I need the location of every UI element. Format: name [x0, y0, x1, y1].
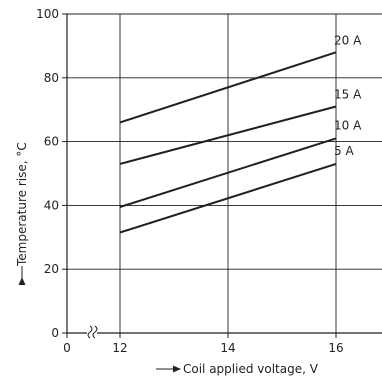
axes [62, 13, 382, 339]
y-tick-label: 80 [44, 71, 59, 85]
series-label: 10 A [334, 118, 362, 132]
series-lines [119, 51, 337, 234]
y-tick-label: 40 [44, 198, 59, 212]
x-tick-label: 0 [63, 341, 71, 355]
y-tick-label: 20 [44, 262, 59, 276]
series-label: 5 A [334, 144, 354, 158]
labels: 0 20 40 60 80 100 0 12 14 16 20 A 15 A 10 A 5 A [36, 7, 362, 355]
series-line [119, 162, 337, 234]
series-line [119, 105, 337, 165]
x-axis-title: Coil applied voltage, V [156, 362, 319, 376]
axis-break-icon [87, 325, 98, 339]
x-tick-label: 14 [220, 341, 235, 355]
series-line [119, 51, 337, 124]
y-tick-label: 100 [36, 7, 59, 21]
series-label: 15 A [334, 88, 362, 102]
series-line [119, 137, 337, 208]
y-tick-label: 0 [51, 326, 59, 340]
y-tick-label: 60 [44, 135, 59, 149]
series-label: 20 A [334, 33, 362, 47]
grid-lines [67, 13, 382, 333]
x-tick-label: 12 [112, 341, 127, 355]
x-axis-label: Coil applied voltage, V [183, 362, 319, 376]
y-axis-label: Temperature rise, °C [15, 142, 29, 267]
x-tick-label: 16 [328, 341, 343, 355]
y-axis-title: Temperature rise, °C [15, 142, 29, 285]
